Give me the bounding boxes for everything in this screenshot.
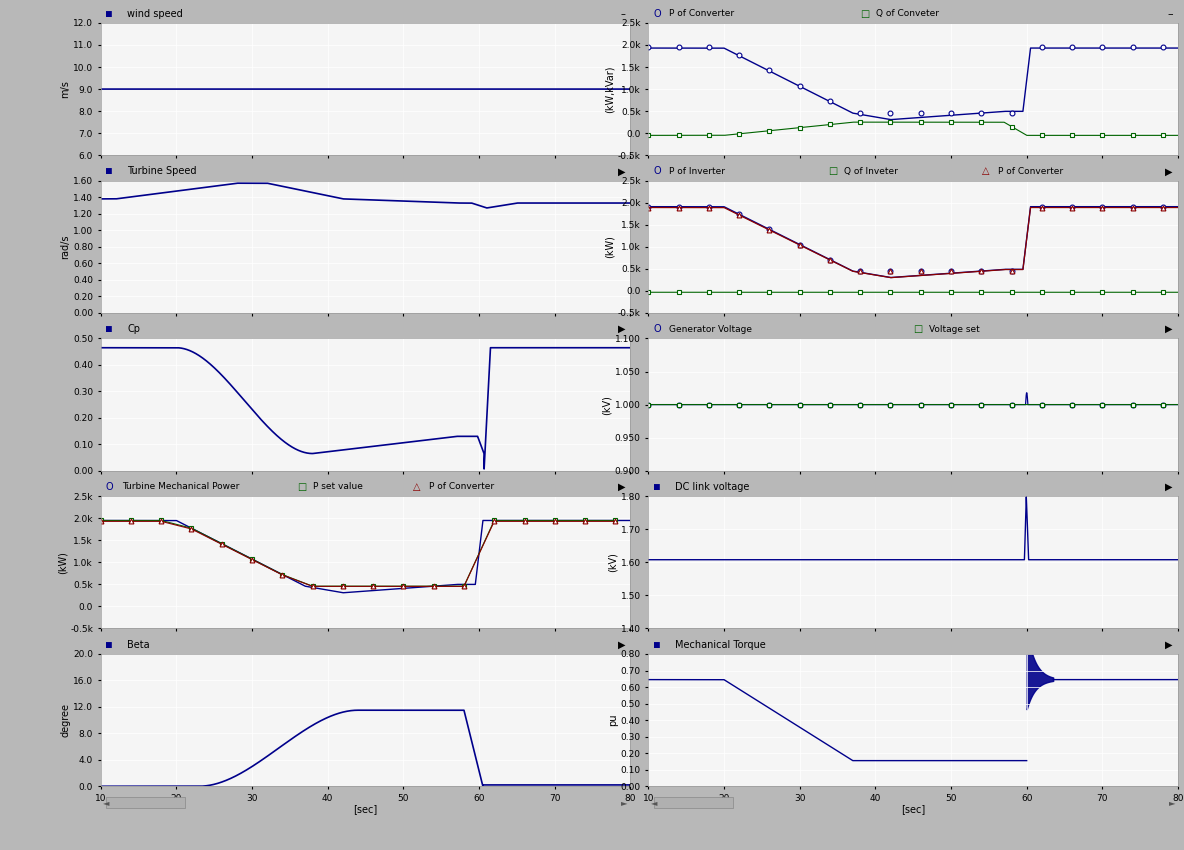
Text: P of Inverter: P of Inverter: [669, 167, 726, 176]
Text: O: O: [654, 167, 661, 176]
Text: Turbine Speed: Turbine Speed: [127, 167, 197, 176]
Text: ▶: ▶: [1165, 167, 1173, 176]
Text: Q of Inveter: Q of Inveter: [844, 167, 899, 176]
Text: ■: ■: [654, 482, 659, 492]
Text: DC link voltage: DC link voltage: [675, 482, 749, 492]
Y-axis label: (kW,kVar): (kW,kVar): [605, 65, 614, 113]
Text: ►: ►: [622, 798, 628, 807]
Text: ■: ■: [105, 324, 111, 334]
Text: ▶: ▶: [618, 167, 625, 176]
X-axis label: [sec]: [sec]: [901, 804, 925, 814]
Text: Voltage set: Voltage set: [929, 325, 980, 333]
Text: □: □: [913, 324, 922, 334]
Y-axis label: (kW): (kW): [57, 551, 67, 574]
Y-axis label: pu: pu: [607, 714, 618, 727]
Text: O: O: [654, 324, 661, 334]
Text: □: □: [860, 8, 869, 19]
Text: wind speed: wind speed: [127, 8, 182, 19]
Text: P of Converter: P of Converter: [429, 483, 494, 491]
Text: Beta: Beta: [127, 640, 149, 649]
Text: ■: ■: [654, 640, 659, 649]
Y-axis label: (kV): (kV): [607, 552, 618, 572]
Text: Cp: Cp: [127, 324, 140, 334]
X-axis label: [sec]: [sec]: [354, 804, 378, 814]
Text: Q of Conveter: Q of Conveter: [876, 9, 939, 18]
Text: ▶: ▶: [1165, 482, 1173, 492]
Text: ▶: ▶: [618, 324, 625, 334]
Text: ►: ►: [1169, 798, 1176, 807]
Text: –: –: [1167, 8, 1173, 19]
Text: △: △: [982, 167, 990, 176]
Text: O: O: [105, 482, 114, 492]
Text: P set value: P set value: [313, 483, 362, 491]
Y-axis label: rad/s: rad/s: [60, 235, 70, 259]
Y-axis label: (kW): (kW): [605, 235, 614, 258]
Y-axis label: (kV): (kV): [601, 394, 612, 415]
Text: ■: ■: [105, 8, 111, 19]
Text: –: –: [620, 8, 625, 19]
Text: ▶: ▶: [618, 482, 625, 492]
Text: O: O: [654, 8, 661, 19]
Text: Generator Voltage: Generator Voltage: [669, 325, 753, 333]
Text: ■: ■: [105, 640, 111, 649]
Text: ▶: ▶: [1165, 324, 1173, 334]
Text: ▶: ▶: [618, 640, 625, 649]
Y-axis label: m/s: m/s: [60, 80, 70, 98]
Text: ▶: ▶: [1165, 640, 1173, 649]
Bar: [654, 797, 733, 808]
Text: Mechanical Torque: Mechanical Torque: [675, 640, 766, 649]
Bar: [105, 797, 186, 808]
Text: P of Converter: P of Converter: [998, 167, 1063, 176]
Text: □: □: [297, 482, 305, 492]
Text: ◄: ◄: [651, 798, 657, 807]
Text: Turbine Mechanical Power: Turbine Mechanical Power: [122, 483, 239, 491]
Text: △: △: [413, 482, 420, 492]
Y-axis label: degree: degree: [60, 703, 70, 737]
Text: ◄: ◄: [103, 798, 110, 807]
Text: ■: ■: [105, 167, 111, 176]
Text: □: □: [829, 167, 837, 176]
Text: P of Converter: P of Converter: [669, 9, 734, 18]
